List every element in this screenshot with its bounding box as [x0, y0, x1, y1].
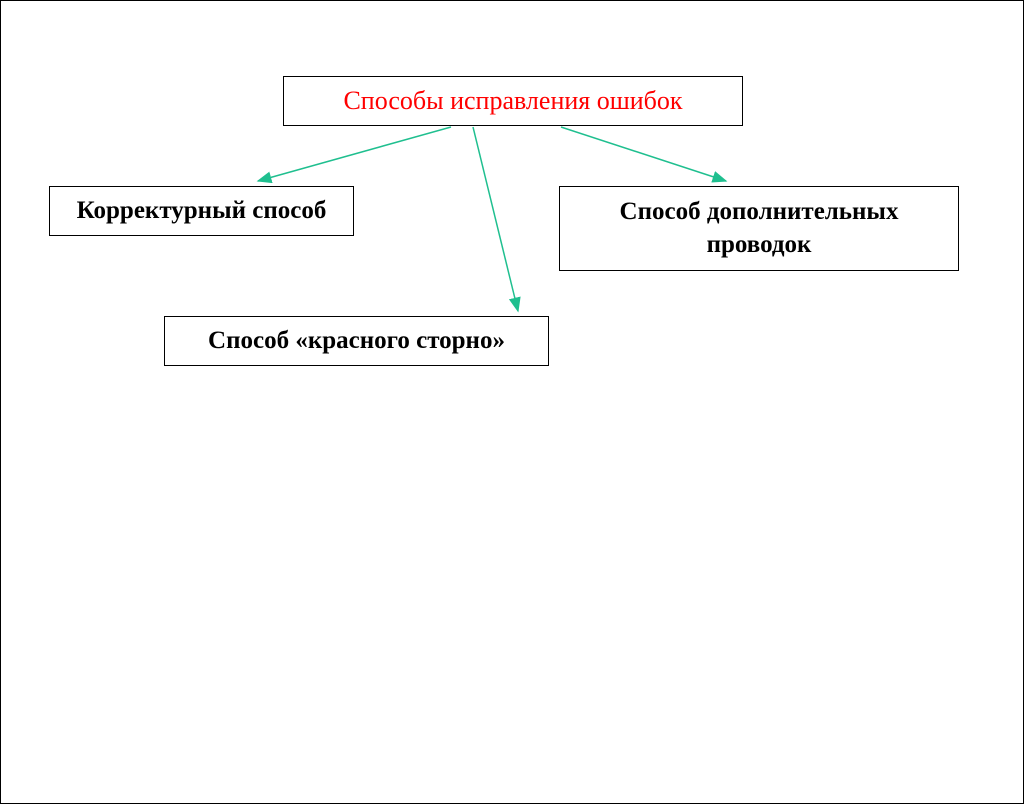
- right-node-label: Способ дополнительных проводок: [576, 196, 942, 261]
- root-node-label: Способы исправления ошибок: [343, 86, 682, 116]
- edge-root-right: [561, 127, 726, 181]
- left-node-label: Корректурный способ: [77, 197, 327, 225]
- right-node: Способ дополнительных проводок: [559, 186, 959, 271]
- left-node: Корректурный способ: [49, 186, 354, 236]
- bottom-node-label: Способ «красного сторно»: [208, 327, 505, 355]
- edge-root-left: [258, 127, 451, 181]
- root-node: Способы исправления ошибок: [283, 76, 743, 126]
- bottom-node: Способ «красного сторно»: [164, 316, 549, 366]
- edge-root-bottom: [473, 127, 518, 311]
